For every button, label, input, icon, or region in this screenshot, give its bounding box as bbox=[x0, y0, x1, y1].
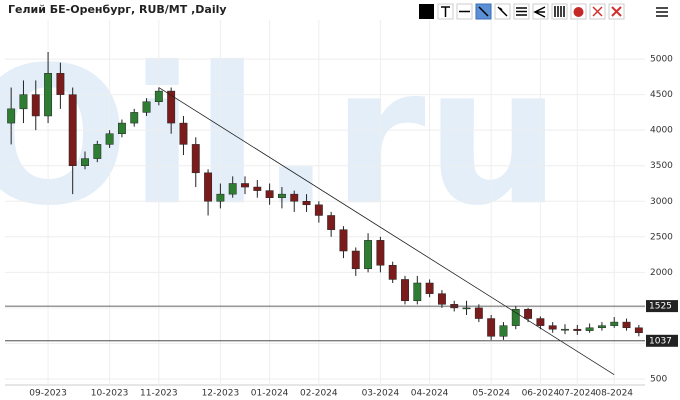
candle-body bbox=[597, 325, 606, 329]
candle-body bbox=[573, 328, 582, 331]
y-tick-label: 4000 bbox=[650, 126, 673, 136]
candle-body bbox=[19, 94, 28, 110]
x-tick-label: 04-2024 bbox=[411, 389, 449, 399]
x-tick-label: 11-2023 bbox=[140, 389, 178, 399]
candle-body bbox=[167, 90, 176, 124]
candle-body bbox=[425, 282, 434, 294]
candle-body bbox=[142, 101, 151, 113]
toolbar bbox=[419, 3, 668, 20]
candle-body bbox=[401, 279, 409, 302]
x-tick-label: 03-2024 bbox=[362, 389, 400, 399]
x-tick-label: 02-2024 bbox=[300, 389, 338, 399]
candle-body bbox=[585, 327, 594, 331]
candle-body bbox=[622, 321, 631, 329]
level-label-box bbox=[646, 334, 678, 347]
candle-body bbox=[536, 318, 545, 326]
candle-body bbox=[241, 183, 249, 188]
x-tick-label: 10-2023 bbox=[91, 389, 129, 399]
color-button[interactable] bbox=[419, 4, 434, 19]
y-tick-label: 3000 bbox=[650, 197, 673, 207]
y-tick-label: 4500 bbox=[650, 90, 673, 100]
icon bbox=[592, 6, 603, 17]
candle-body bbox=[44, 73, 53, 117]
candle-body bbox=[474, 307, 483, 319]
level-label-box bbox=[646, 300, 678, 313]
candle-body bbox=[68, 94, 77, 166]
icon bbox=[554, 6, 565, 17]
candle-body bbox=[364, 240, 373, 270]
candle-body bbox=[388, 264, 397, 280]
candle-body bbox=[437, 293, 446, 305]
candle-body bbox=[56, 73, 65, 95]
candle-body bbox=[339, 229, 348, 252]
candle-body bbox=[154, 90, 163, 102]
candle-body bbox=[117, 122, 126, 134]
x-tick-label: 01-2024 bbox=[251, 389, 289, 399]
candle-body bbox=[105, 133, 114, 145]
x-tick-label: 05-2024 bbox=[472, 389, 510, 399]
y-tick-label: 2500 bbox=[650, 232, 673, 242]
candle-body bbox=[179, 122, 188, 145]
x-tick-label: 07-2024 bbox=[559, 389, 597, 399]
candle-body bbox=[191, 144, 200, 174]
candle-body bbox=[376, 240, 385, 266]
candle-body bbox=[548, 325, 557, 330]
candle-body bbox=[93, 144, 102, 159]
candle-body bbox=[462, 307, 471, 310]
candle-body bbox=[487, 318, 496, 337]
menu-button[interactable] bbox=[656, 7, 668, 17]
candle-body bbox=[204, 172, 213, 202]
candle-body bbox=[634, 327, 643, 334]
level-label: 1525 bbox=[649, 302, 672, 312]
candle-body bbox=[216, 193, 225, 202]
x-tick-label: 12-2023 bbox=[202, 389, 240, 399]
candle-body bbox=[253, 186, 262, 191]
icon bbox=[516, 7, 527, 16]
candle-body bbox=[314, 204, 323, 216]
candle-body bbox=[277, 193, 286, 198]
candle-body bbox=[81, 158, 89, 166]
icon bbox=[573, 7, 584, 17]
chart-title: Гелий БЕ-Оренбург, RUB/MT ,Daily bbox=[8, 3, 227, 16]
icon bbox=[497, 6, 508, 17]
candle-body bbox=[351, 250, 360, 270]
y-tick-label: 2000 bbox=[650, 268, 673, 278]
x-tick-label: 06-2024 bbox=[522, 389, 560, 399]
level-label: 1037 bbox=[649, 336, 672, 346]
candle-body bbox=[413, 282, 422, 302]
icon bbox=[441, 6, 450, 17]
candle-body bbox=[7, 108, 16, 124]
x-tick-label: 08-2024 bbox=[595, 389, 633, 399]
watermark: eOil.ru bbox=[0, 26, 561, 247]
y-tick-label: 3500 bbox=[650, 161, 673, 171]
candle-body bbox=[228, 183, 237, 195]
icon bbox=[533, 6, 546, 18]
marks bbox=[5, 51, 645, 376]
candle-body bbox=[499, 325, 508, 337]
candle-body bbox=[130, 112, 139, 124]
candle-body bbox=[561, 328, 569, 331]
candle-body bbox=[302, 201, 311, 206]
candle-body bbox=[265, 190, 274, 198]
icon bbox=[611, 6, 622, 17]
candle-body bbox=[290, 193, 299, 202]
trendline bbox=[158, 87, 615, 376]
y-tick-label: 500 bbox=[650, 374, 667, 384]
candle-body bbox=[610, 321, 619, 326]
candle-body bbox=[524, 309, 533, 319]
x-tick-label: 09-2023 bbox=[29, 389, 67, 399]
y-tick-label: 5000 bbox=[650, 55, 673, 65]
candle-body bbox=[31, 94, 40, 117]
candle-body bbox=[511, 309, 520, 326]
icon bbox=[478, 6, 489, 17]
candle-body bbox=[327, 215, 336, 230]
